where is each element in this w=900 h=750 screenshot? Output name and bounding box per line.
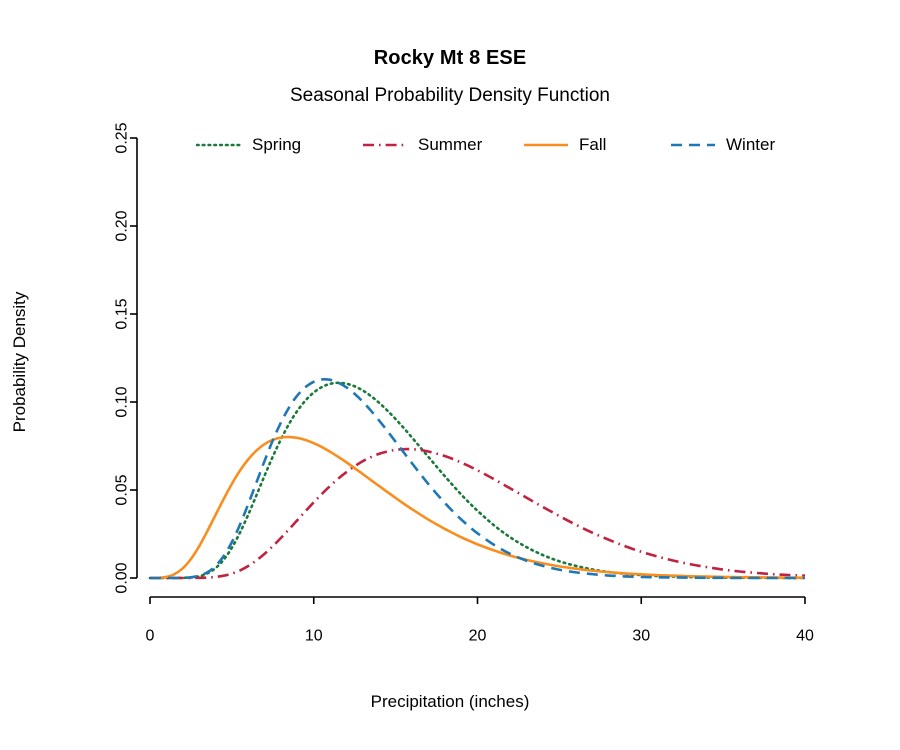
series-line-spring [148, 381, 807, 580]
x-axis-tick-label: 30 [632, 627, 650, 644]
y-axis-title: Probability Density [10, 291, 29, 433]
chart-title: Rocky Mt 8 ESE [373, 47, 527, 69]
legend-label: Spring [252, 135, 302, 154]
x-axis-title: Precipitation (inches) [370, 692, 530, 711]
x-axis-tick-label: 0 [146, 627, 155, 644]
y-axis-tick-label: 0.15 [114, 298, 131, 329]
legend-label: Winter [726, 135, 776, 154]
y-axis-title-wrap: Probability Density [0, 0, 40, 750]
legend-item-summer: Summer [362, 131, 482, 159]
series-line-winter [150, 378, 805, 580]
legend-label: Summer [418, 135, 483, 154]
legend-key-fall [524, 143, 568, 147]
series-line-fall [149, 435, 806, 580]
legend-key-spring [196, 143, 242, 147]
curve-layer [148, 378, 807, 580]
legend-label: Fall [579, 135, 607, 154]
axis-layer [130, 137, 806, 604]
tick-label-layer: 0.00 0.05 0.10 0.15 0.20 0.25 0 10 20 30 40 [114, 122, 815, 644]
chart-legend: Spring Summer Fall Winter [196, 131, 775, 159]
y-axis-tick-label: 0.05 [114, 474, 131, 505]
y-axis-tick-label: 0.20 [114, 210, 131, 241]
legend-key-winter [671, 143, 715, 147]
x-axis-tick-label: 20 [469, 627, 487, 644]
chart-subtitle: Seasonal Probability Density Function [289, 85, 610, 106]
y-axis-tick-label: 0.00 [114, 562, 131, 593]
legend-key-summer [363, 143, 407, 147]
x-axis-tick-label: 10 [305, 627, 323, 644]
legend-item-fall: Fall [523, 131, 606, 159]
legend-item-winter: Winter [670, 131, 775, 159]
y-axis-tick-label: 0.25 [114, 122, 131, 153]
y-axis-tick-label: 0.10 [114, 386, 131, 417]
legend-item-spring: Spring [196, 131, 301, 159]
x-axis-tick-label: 40 [796, 627, 814, 644]
series-line-summer [150, 447, 806, 580]
